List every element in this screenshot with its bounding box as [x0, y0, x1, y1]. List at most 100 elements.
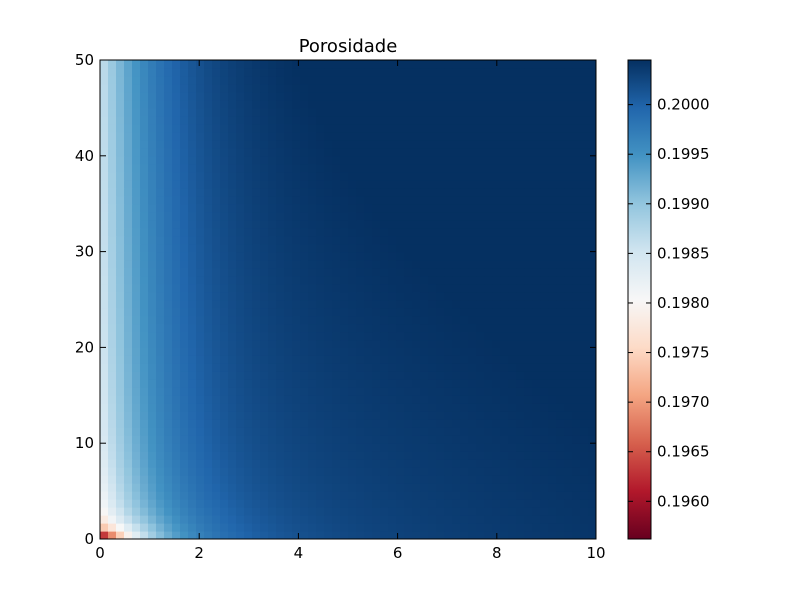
heatmap-cell [220, 267, 229, 277]
heatmap-cell [196, 291, 205, 301]
heatmap-cell [124, 259, 133, 269]
heatmap-cell [116, 259, 125, 269]
heatmap-cell [284, 475, 293, 484]
heatmap-cell [484, 235, 493, 245]
heatmap-cell [364, 235, 373, 245]
heatmap-cell [140, 515, 149, 524]
heatmap-cell [188, 371, 197, 380]
heatmap-cell [100, 243, 109, 253]
heatmap-cell [532, 403, 541, 412]
heatmap-cell [508, 467, 517, 476]
heatmap-cell [484, 459, 493, 468]
heatmap-cell [508, 203, 517, 213]
heatmap-cell [252, 419, 261, 428]
heatmap-cell [580, 203, 589, 213]
heatmap-cell [540, 267, 549, 277]
heatmap-cell [468, 387, 477, 396]
heatmap-cell [116, 67, 125, 77]
heatmap-cell [572, 515, 581, 524]
heatmap-cell [156, 507, 165, 516]
heatmap-cell [324, 75, 333, 85]
heatmap-cell [100, 115, 109, 125]
heatmap-cell [220, 363, 229, 372]
heatmap-cell [500, 331, 509, 341]
heatmap-cell [252, 531, 261, 539]
heatmap-cell [484, 171, 493, 181]
heatmap-cell [332, 459, 341, 468]
heatmap-cell [268, 99, 277, 109]
heatmap-cell [212, 291, 221, 301]
heatmap-cell [548, 115, 557, 125]
heatmap-cell [388, 339, 397, 348]
heatmap-cell [460, 395, 469, 404]
heatmap-cell [412, 347, 421, 356]
heatmap-cell [372, 491, 381, 500]
heatmap-cell [116, 315, 125, 325]
heatmap-cell [356, 115, 365, 125]
heatmap-cell [124, 523, 133, 532]
heatmap-cell [260, 411, 269, 420]
heatmap-cell [460, 211, 469, 221]
heatmap-cell [340, 67, 349, 77]
x-tick-label: 10 [586, 544, 605, 562]
heatmap-cell [412, 483, 421, 492]
heatmap-cell [396, 179, 405, 189]
heatmap-cell [580, 243, 589, 253]
heatmap-cell [308, 99, 317, 109]
heatmap-cell [412, 75, 421, 85]
heatmap-cell [332, 451, 341, 460]
heatmap-cell [196, 395, 205, 404]
heatmap-cell [292, 451, 301, 460]
heatmap-cell [420, 259, 429, 269]
heatmap-cell [452, 339, 461, 348]
heatmap-cell [348, 387, 357, 396]
heatmap-cell [556, 379, 565, 388]
heatmap-cell [452, 283, 461, 293]
heatmap-cell [556, 435, 565, 444]
heatmap-cell [564, 315, 573, 325]
heatmap-cell [140, 339, 149, 348]
heatmap-cell [244, 531, 253, 539]
heatmap-cell [572, 355, 581, 364]
heatmap-cell [324, 403, 333, 412]
heatmap-cell [140, 219, 149, 229]
heatmap-cell [108, 275, 117, 285]
heatmap-cell [236, 283, 245, 293]
heatmap-cell [444, 251, 453, 261]
heatmap-cell [236, 123, 245, 133]
heatmap-cell [148, 387, 157, 396]
heatmap-cell [468, 203, 477, 213]
heatmap-cell [292, 187, 301, 197]
heatmap-cell [164, 515, 173, 524]
heatmap-cell [300, 243, 309, 253]
heatmap-cell [348, 259, 357, 269]
heatmap-cell [452, 211, 461, 221]
heatmap-cell [300, 147, 309, 157]
heatmap-cell [556, 243, 565, 253]
heatmap-cell [404, 219, 413, 229]
heatmap-cell [564, 275, 573, 285]
heatmap-cell [308, 123, 317, 133]
heatmap-cell [268, 339, 277, 348]
heatmap-cell [332, 187, 341, 197]
heatmap-cell [468, 259, 477, 269]
heatmap-cell [540, 387, 549, 396]
heatmap-cell [212, 331, 221, 341]
heatmap-cell [316, 75, 325, 85]
heatmap-cell [220, 459, 229, 468]
heatmap-cell [420, 203, 429, 213]
heatmap-cell [276, 315, 285, 325]
heatmap-cell [356, 267, 365, 277]
heatmap-cell [284, 163, 293, 173]
heatmap-cell [444, 267, 453, 277]
heatmap-cell [404, 99, 413, 109]
heatmap-cell [356, 99, 365, 109]
heatmap-cell [460, 315, 469, 325]
heatmap-cell [444, 163, 453, 173]
heatmap-cell [340, 307, 349, 317]
heatmap-cell [564, 251, 573, 261]
heatmap-cell [556, 499, 565, 508]
heatmap-cell [388, 491, 397, 500]
heatmap-cell [316, 187, 325, 197]
heatmap-cell [572, 107, 581, 117]
